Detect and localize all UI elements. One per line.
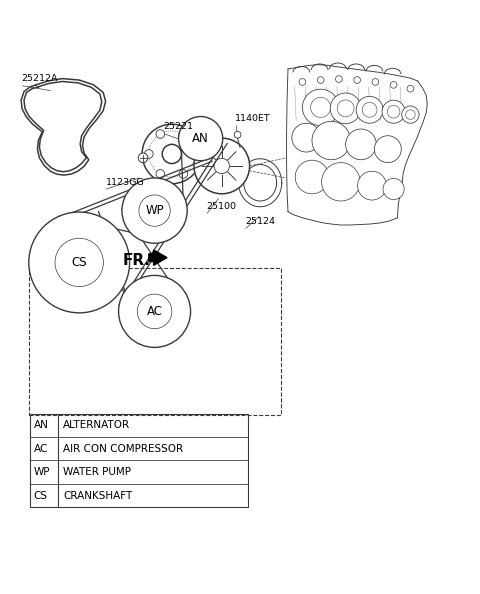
Circle shape [406, 110, 415, 119]
Circle shape [122, 178, 187, 243]
Circle shape [179, 129, 188, 138]
Circle shape [119, 276, 191, 347]
Circle shape [29, 212, 130, 313]
Text: 25100: 25100 [206, 201, 236, 211]
Text: 25212A: 25212A [22, 74, 58, 83]
Circle shape [354, 77, 360, 83]
Text: ALTERNATOR: ALTERNATOR [63, 421, 131, 430]
Text: AN: AN [192, 132, 209, 145]
Circle shape [55, 238, 103, 287]
Text: AC: AC [34, 444, 48, 454]
Circle shape [312, 121, 350, 160]
Circle shape [156, 170, 165, 178]
Text: 25221: 25221 [163, 122, 193, 131]
Text: WATER PUMP: WATER PUMP [63, 467, 132, 477]
Text: AC: AC [146, 305, 163, 318]
Circle shape [156, 129, 165, 138]
Circle shape [214, 158, 229, 173]
Circle shape [191, 150, 199, 158]
Bar [30, 413, 248, 507]
Circle shape [372, 78, 379, 86]
Circle shape [390, 81, 397, 88]
Circle shape [402, 106, 419, 123]
Circle shape [383, 178, 404, 200]
Text: WP: WP [34, 467, 50, 477]
Text: AIR CON COMPRESSOR: AIR CON COMPRESSOR [63, 444, 183, 454]
Circle shape [292, 123, 321, 152]
Circle shape [144, 150, 153, 158]
Text: CS: CS [34, 491, 48, 501]
Circle shape [302, 89, 339, 126]
Text: AN: AN [34, 421, 48, 430]
Circle shape [330, 93, 361, 124]
Circle shape [358, 171, 386, 200]
Circle shape [234, 131, 241, 138]
Circle shape [407, 86, 414, 92]
Circle shape [179, 170, 188, 178]
Text: CRANKSHAFT: CRANKSHAFT [63, 491, 132, 501]
Bar [29, 268, 281, 415]
Circle shape [317, 77, 324, 83]
Circle shape [362, 102, 377, 117]
Circle shape [299, 78, 306, 86]
Circle shape [356, 96, 383, 123]
Circle shape [382, 100, 405, 123]
Text: 1140ET: 1140ET [235, 114, 271, 123]
Text: WP: WP [145, 204, 164, 217]
Circle shape [336, 75, 342, 83]
Circle shape [374, 135, 401, 163]
Circle shape [337, 100, 354, 117]
Circle shape [179, 116, 223, 161]
Circle shape [311, 97, 331, 118]
Circle shape [138, 153, 148, 163]
Text: 25124: 25124 [245, 217, 275, 226]
Polygon shape [149, 250, 167, 266]
Circle shape [194, 138, 250, 194]
Circle shape [346, 129, 376, 160]
Text: CS: CS [72, 256, 87, 269]
Text: 1123GG: 1123GG [106, 178, 144, 187]
Circle shape [295, 160, 329, 194]
Circle shape [387, 105, 400, 118]
Circle shape [322, 163, 360, 201]
Text: FR.: FR. [122, 253, 150, 268]
Circle shape [137, 294, 172, 328]
Circle shape [139, 195, 170, 226]
